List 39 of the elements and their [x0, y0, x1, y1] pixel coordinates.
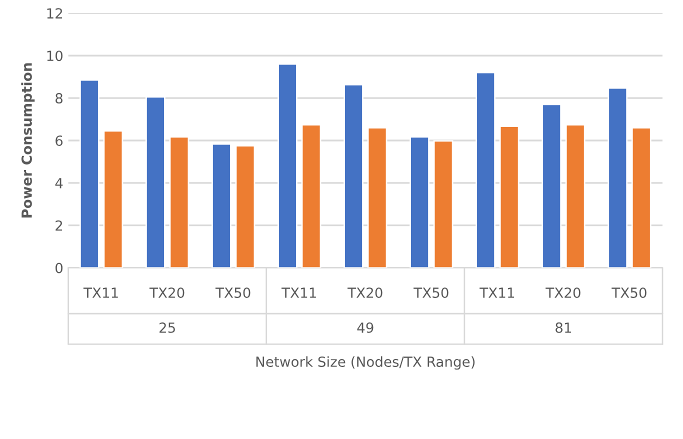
- bar: [476, 72, 496, 268]
- text: 49: [357, 322, 374, 333]
- bar: [565, 124, 586, 268]
- bar: [79, 79, 100, 268]
- y-tick-label: 0: [56, 262, 63, 274]
- x-axis-title: Network Size (Nodes/TX Range): [256, 356, 475, 370]
- y-tick-label: 8: [56, 93, 62, 104]
- x-tick-label: TX20: [546, 287, 580, 298]
- bar: [278, 63, 298, 268]
- bar: [103, 130, 124, 268]
- y-tick-label: 4: [55, 178, 63, 188]
- bar: [631, 127, 652, 268]
- x-tick-label: TX50: [414, 287, 448, 298]
- bar: [542, 104, 562, 268]
- bar: [301, 124, 322, 268]
- y-tick-label: 2: [56, 220, 62, 231]
- x-tick-label: TX50: [215, 287, 250, 298]
- bar: [367, 127, 388, 268]
- y-tick-label: 6: [56, 135, 63, 146]
- x-tick-label: TX11: [282, 288, 316, 298]
- text: 81: [556, 322, 572, 333]
- bar: [146, 96, 166, 268]
- y-tick-label: 10: [47, 50, 63, 62]
- text: 25: [160, 322, 175, 333]
- x-tick-label: TX50: [612, 287, 646, 298]
- x-tick-label: TX11: [83, 288, 118, 298]
- bar: [608, 87, 628, 268]
- bar: [235, 145, 256, 268]
- x-tick-label: TX20: [348, 287, 382, 298]
- bar: [433, 140, 454, 268]
- x-tick-label: TX11: [480, 288, 514, 298]
- bar: [169, 136, 190, 268]
- bar: [344, 84, 364, 268]
- bar: [212, 143, 232, 268]
- bar: [499, 126, 520, 268]
- y-tick-label: 12: [47, 8, 62, 18]
- x-tick-label: TX20: [149, 287, 184, 298]
- bar: [410, 136, 430, 268]
- y-axis-title: Power Consumption: [21, 63, 35, 218]
